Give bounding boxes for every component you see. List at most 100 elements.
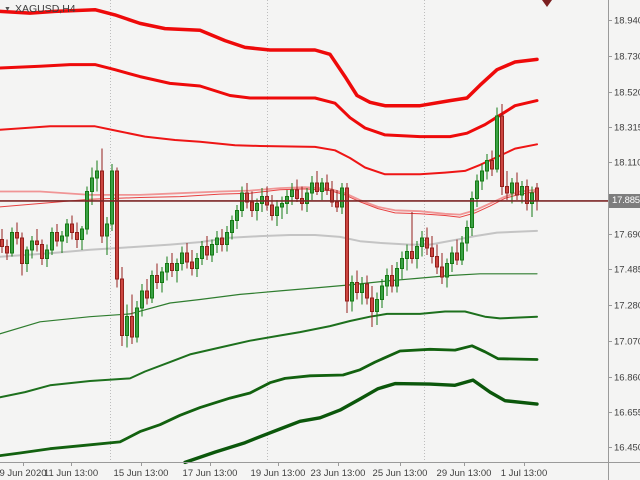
candle-bull <box>320 177 324 201</box>
candle-bull <box>445 258 449 288</box>
candle-bull <box>420 230 424 257</box>
upper-band-2 <box>0 63 539 139</box>
price-tick-label: 18.520 <box>614 88 640 99</box>
time-tick-label: 17 Jun 13:00 <box>183 468 238 479</box>
time-tick-label: 19 Jun 13:00 <box>251 468 306 479</box>
candle-bull <box>415 241 419 269</box>
candle-bear <box>490 150 494 177</box>
candle-bear <box>390 265 394 293</box>
dropdown-icon: ▼ <box>4 5 11 13</box>
candle-bear <box>130 294 134 345</box>
candle-bull <box>85 186 89 235</box>
candle-bear <box>435 244 439 274</box>
candle-bear <box>525 179 529 211</box>
candle-bear <box>365 275 369 305</box>
candle-bull <box>215 230 219 254</box>
candle-bear <box>315 170 319 195</box>
upper-band-3 <box>0 125 538 176</box>
candle-bull <box>195 253 199 278</box>
candle-bear <box>245 182 249 209</box>
candle-bull <box>260 188 264 213</box>
candle-bear <box>325 174 329 195</box>
candle-bull <box>510 177 514 204</box>
symbol-timeframe-label[interactable]: ▼ XAGUSD,H4 <box>4 3 76 15</box>
candle-bull <box>160 266 164 293</box>
time-tick-label: 11 Jun 13:00 <box>44 468 98 479</box>
candle-bear <box>100 148 104 243</box>
time-tick-label: 9 Jun 2020 <box>0 468 47 479</box>
candle-bull <box>480 164 484 190</box>
candle-bull <box>30 236 34 259</box>
price-tick-label: 17.280 <box>614 301 640 312</box>
candle-bull <box>360 277 364 305</box>
current-price-badge: 17.885 <box>609 194 640 208</box>
candle-bear <box>220 229 224 252</box>
candle-bull <box>495 107 499 173</box>
candle-bear <box>295 179 299 202</box>
candle-bull <box>235 205 239 230</box>
candle-bear <box>515 172 519 201</box>
lower-band-2 <box>0 310 538 399</box>
candle-bull <box>95 160 99 192</box>
candle-bear <box>505 170 509 201</box>
candle-bull <box>125 304 129 348</box>
candle-bull <box>230 215 234 240</box>
candle-bear <box>455 239 459 266</box>
time-tick-label: 1 Jul 13:00 <box>501 468 547 479</box>
upper-band-1 <box>0 7 539 108</box>
candle-bear <box>5 239 9 261</box>
candle-bear <box>15 222 19 245</box>
candle-bull <box>400 251 404 279</box>
candle-bull <box>470 191 474 237</box>
candle-bear <box>155 263 159 290</box>
symbol-timeframe-text: XAGUSD,H4 <box>14 3 76 15</box>
candle-bull <box>285 189 289 214</box>
candle-bull <box>210 239 214 262</box>
candle-bull <box>225 225 229 252</box>
time-tick-label: 29 Jun 13:00 <box>437 468 492 479</box>
candle-bull <box>275 200 279 226</box>
candle-bull <box>385 268 389 297</box>
price-tick-label: 17.070 <box>614 337 640 348</box>
candle-bull <box>450 246 454 273</box>
candle-bull <box>380 278 384 309</box>
candle-bull <box>530 186 534 218</box>
candle-bull <box>90 167 94 206</box>
candle-bull <box>240 186 244 218</box>
candle-bear <box>145 278 149 305</box>
candle-bull <box>350 275 354 312</box>
candle-bull <box>80 225 84 250</box>
time-tick-label: 23 Jun 13:00 <box>311 468 366 479</box>
candle-bear <box>170 253 174 278</box>
price-tick-label: 18.110 <box>614 158 640 169</box>
upper-band-4-outer <box>0 186 538 216</box>
candle-bull <box>340 182 344 214</box>
candle-bull <box>520 181 524 204</box>
candle-bear <box>270 194 274 221</box>
candle-bear <box>20 232 24 276</box>
candle-bear <box>0 229 4 254</box>
candle-bear <box>330 181 334 207</box>
candle-bear <box>370 285 374 327</box>
arrow-marker-icon <box>542 0 552 7</box>
mid-band <box>0 229 538 258</box>
price-axis[interactable]: 18.940 18.730 18.520 18.315 18.110 17.690 17.4… <box>608 16 640 454</box>
price-tick-label: 16.655 <box>614 408 640 419</box>
candle-bull <box>405 244 409 271</box>
candle-bear <box>500 104 504 195</box>
candle-bull <box>65 218 69 243</box>
indicator-bands <box>0 7 539 465</box>
candle-bull <box>485 153 489 180</box>
price-tick-label: 18.940 <box>614 16 640 27</box>
lower-band-4 <box>183 378 539 465</box>
candle-bull <box>105 217 109 255</box>
candle-bear <box>75 222 79 249</box>
candle-bear <box>40 239 44 266</box>
candle-bull <box>200 241 204 266</box>
candle-bear <box>205 236 209 261</box>
price-tick-label: 18.730 <box>614 52 640 63</box>
